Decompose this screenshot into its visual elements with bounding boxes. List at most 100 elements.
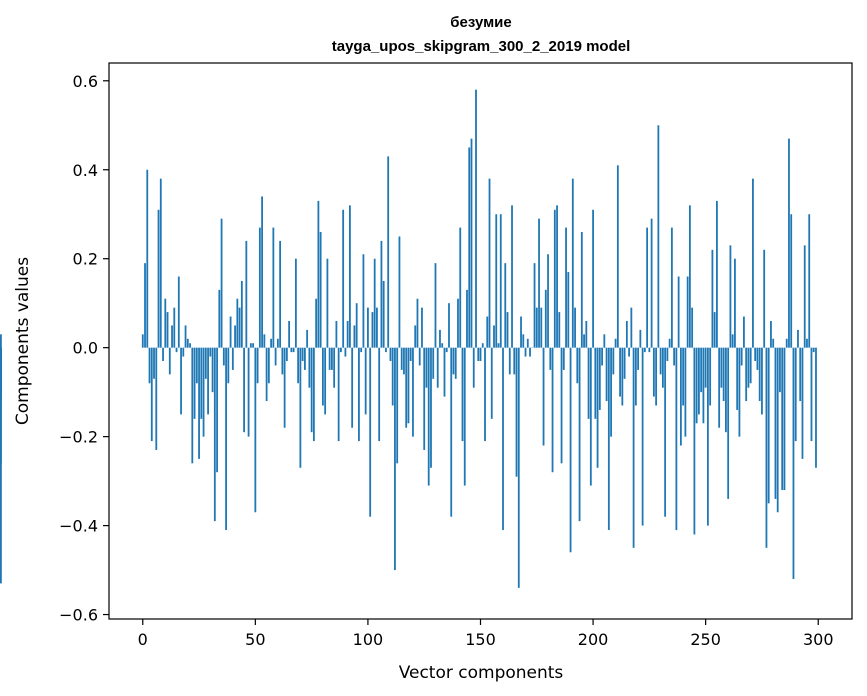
bar-264 <box>736 347 739 410</box>
bar-232 <box>664 347 667 517</box>
bar-110 <box>389 347 392 362</box>
bar-142 <box>461 347 464 442</box>
bar-undefined <box>0 347 2 584</box>
bar-74 <box>308 347 311 388</box>
bar-263 <box>734 258 736 348</box>
bar-131 <box>436 347 439 388</box>
bar-276 <box>763 249 766 348</box>
bar-255 <box>716 200 718 348</box>
bar-67 <box>292 347 295 353</box>
bar-188 <box>565 227 567 348</box>
bar-126 <box>425 347 428 388</box>
bar-289 <box>792 347 795 579</box>
bar-28 <box>204 347 207 379</box>
bar-220 <box>637 347 640 370</box>
bar-117 <box>405 347 408 428</box>
bar-196 <box>583 334 585 348</box>
bar-125 <box>423 347 426 450</box>
bar-18 <box>182 347 185 357</box>
x-tick-label: 50 <box>245 630 265 649</box>
bar-63 <box>283 347 286 428</box>
bars-group <box>0 89 817 588</box>
bar-152 <box>484 347 486 442</box>
axes-group: 0 50 100 150 200 250 300 −0.6 −0.4 −0.2 0.0 0.2 0.4 0… <box>59 72 833 649</box>
bar-259 <box>725 347 727 433</box>
bar-92 <box>349 205 351 348</box>
bar-140 <box>457 298 459 348</box>
bar-215 <box>625 320 628 348</box>
bar-42 <box>236 298 239 348</box>
bar-280 <box>772 338 775 348</box>
bar-151 <box>481 343 484 348</box>
bar-183 <box>553 209 556 348</box>
bar-61 <box>279 240 282 348</box>
x-tick-label: 200 <box>578 630 609 649</box>
bar-278 <box>767 347 770 504</box>
bar-78 <box>317 200 320 348</box>
bar-244 <box>691 307 694 348</box>
bar-252 <box>709 347 712 406</box>
bar-52 <box>258 227 261 348</box>
bar-144 <box>466 289 468 348</box>
bar-49 <box>252 343 254 348</box>
bar-64 <box>285 347 288 362</box>
bar-296 <box>808 214 811 348</box>
y-tick-label: −0.4 <box>59 517 98 536</box>
bar-294 <box>803 245 806 348</box>
bar-107 <box>382 280 385 348</box>
bar-20 <box>186 338 189 348</box>
bar-75 <box>310 347 313 433</box>
bar-34 <box>218 289 221 348</box>
bar-194 <box>578 347 581 522</box>
bar-233 <box>666 347 669 362</box>
bar-290 <box>794 347 797 442</box>
bar-72 <box>303 347 306 370</box>
bar-143 <box>463 347 466 486</box>
bar-148 <box>475 89 477 348</box>
bar-39 <box>229 316 232 348</box>
bar-115 <box>400 347 403 370</box>
bar-149 <box>477 347 480 362</box>
bar-219 <box>634 347 637 406</box>
bar-213 <box>621 347 624 406</box>
bar-68 <box>294 258 297 348</box>
bar-287 <box>788 138 790 348</box>
y-tick-label: 0.2 <box>73 250 98 269</box>
y-tick-label: −0.6 <box>59 606 98 625</box>
bar-218 <box>632 347 635 548</box>
bar-118 <box>407 347 410 424</box>
bar-8 <box>159 178 162 348</box>
bar-195 <box>580 232 583 348</box>
bar-41 <box>234 325 236 348</box>
bar-243 <box>688 205 691 348</box>
bar-198 <box>587 347 590 419</box>
bar-251 <box>707 347 709 526</box>
bar-66 <box>290 347 293 353</box>
bar-65 <box>288 320 291 348</box>
bar-153 <box>486 316 489 348</box>
bar-90 <box>344 347 347 357</box>
bar-234 <box>668 338 671 348</box>
bar-22 <box>191 347 194 464</box>
bar-288 <box>790 214 793 348</box>
bar-224 <box>646 227 649 348</box>
bar-135 <box>445 347 448 353</box>
bar-undefined <box>0 347 2 464</box>
bar-168 <box>520 316 522 348</box>
bar-79 <box>319 232 322 348</box>
x-axis-label: Vector components <box>399 663 564 683</box>
bar-275 <box>761 347 763 415</box>
bar-1 <box>144 263 146 348</box>
bar-248 <box>700 347 703 393</box>
bar-238 <box>677 276 680 348</box>
x-tick-label: 150 <box>465 630 496 649</box>
bar-292 <box>799 347 802 402</box>
bar-119 <box>409 347 412 362</box>
bar-269 <box>747 347 750 388</box>
bar-158 <box>497 343 500 348</box>
bar-124 <box>421 307 423 348</box>
bar-197 <box>585 320 588 348</box>
bar-150 <box>479 347 482 362</box>
bar-87 <box>337 347 340 442</box>
bar-247 <box>698 347 700 415</box>
